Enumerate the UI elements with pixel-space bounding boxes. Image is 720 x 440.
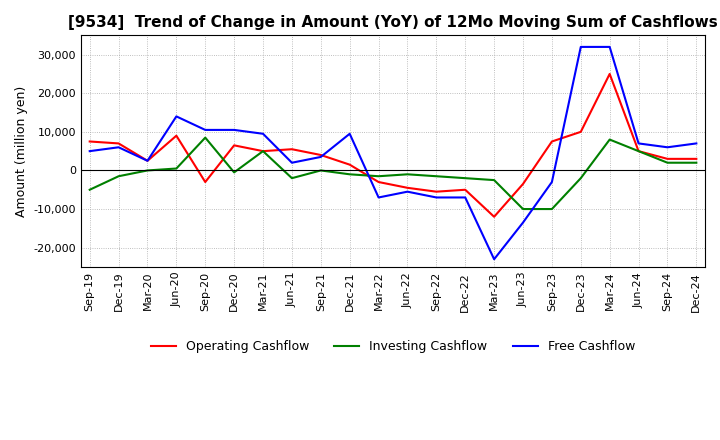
Operating Cashflow [287,147,296,152]
Free Cashflow [374,195,383,200]
Free Cashflow [287,160,296,165]
Free Cashflow [461,195,469,200]
Free Cashflow [258,131,267,136]
Line: Free Cashflow: Free Cashflow [90,47,696,259]
Free Cashflow [143,158,152,163]
Investing Cashflow [663,160,672,165]
Investing Cashflow [432,174,441,179]
Operating Cashflow [346,162,354,167]
Investing Cashflow [317,168,325,173]
Operating Cashflow [490,214,498,220]
Line: Operating Cashflow: Operating Cashflow [90,74,696,217]
Operating Cashflow [172,133,181,138]
Free Cashflow [548,180,557,185]
Free Cashflow [518,220,527,225]
Investing Cashflow [172,166,181,171]
Legend: Operating Cashflow, Investing Cashflow, Free Cashflow: Operating Cashflow, Investing Cashflow, … [146,335,640,358]
Free Cashflow [201,127,210,132]
Investing Cashflow [692,160,701,165]
Free Cashflow [432,195,441,200]
Free Cashflow [114,145,123,150]
Investing Cashflow [518,206,527,212]
Free Cashflow [403,189,412,194]
Operating Cashflow [374,180,383,185]
Investing Cashflow [490,177,498,183]
Free Cashflow [634,141,643,146]
Operating Cashflow [201,180,210,185]
Investing Cashflow [403,172,412,177]
Free Cashflow [577,44,585,50]
Line: Investing Cashflow: Investing Cashflow [90,138,696,209]
Investing Cashflow [86,187,94,192]
Operating Cashflow [663,156,672,161]
Operating Cashflow [143,158,152,163]
Investing Cashflow [461,176,469,181]
Investing Cashflow [230,170,238,175]
Investing Cashflow [287,176,296,181]
Investing Cashflow [634,149,643,154]
Free Cashflow [346,131,354,136]
Free Cashflow [317,154,325,160]
Free Cashflow [230,127,238,132]
Operating Cashflow [461,187,469,192]
Title: [9534]  Trend of Change in Amount (YoY) of 12Mo Moving Sum of Cashflows: [9534] Trend of Change in Amount (YoY) o… [68,15,718,30]
Investing Cashflow [548,206,557,212]
Operating Cashflow [518,181,527,187]
Free Cashflow [606,44,614,50]
Operating Cashflow [114,141,123,146]
Investing Cashflow [201,135,210,140]
Investing Cashflow [114,174,123,179]
Operating Cashflow [86,139,94,144]
Investing Cashflow [606,137,614,142]
Free Cashflow [663,145,672,150]
Operating Cashflow [634,149,643,154]
Operating Cashflow [230,143,238,148]
Operating Cashflow [317,152,325,158]
Operating Cashflow [692,156,701,161]
Free Cashflow [692,141,701,146]
Operating Cashflow [548,139,557,144]
Investing Cashflow [258,149,267,154]
Operating Cashflow [432,189,441,194]
Operating Cashflow [258,149,267,154]
Investing Cashflow [577,176,585,181]
Free Cashflow [172,114,181,119]
Investing Cashflow [374,174,383,179]
Free Cashflow [86,149,94,154]
Operating Cashflow [577,129,585,135]
Free Cashflow [490,257,498,262]
Y-axis label: Amount (million yen): Amount (million yen) [15,85,28,217]
Operating Cashflow [403,185,412,191]
Operating Cashflow [606,71,614,77]
Investing Cashflow [346,172,354,177]
Investing Cashflow [143,168,152,173]
